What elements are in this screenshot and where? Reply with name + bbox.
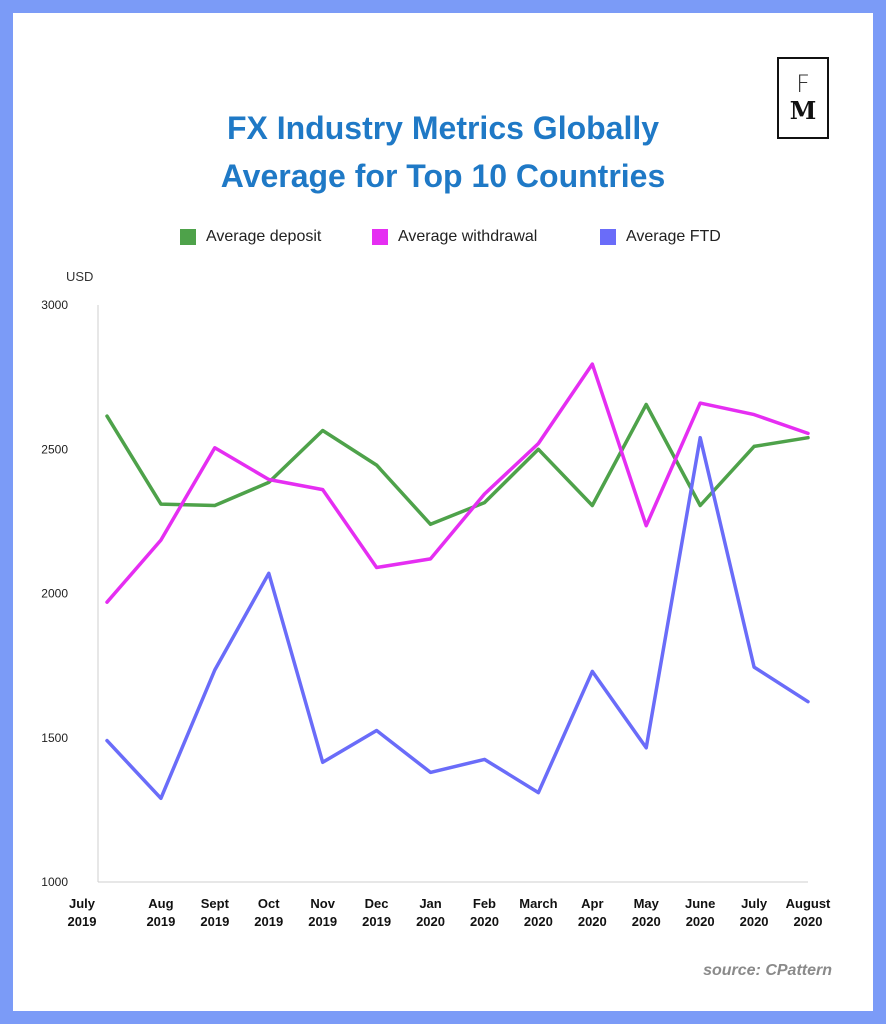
x-tick-label: 2019 [146, 914, 175, 929]
x-tick-label: Feb [473, 896, 496, 911]
x-tick-label: July [69, 896, 96, 911]
x-tick-label: June [685, 896, 715, 911]
x-tick-label: 2020 [470, 914, 499, 929]
chart-title-line-2: Average for Top 10 Countries [220, 158, 666, 194]
x-tick-label: Nov [310, 896, 335, 911]
legend-item-withdrawal: Average withdrawal [372, 228, 537, 246]
x-tick-label: Jan [419, 896, 441, 911]
y-tick-label: 3000 [41, 298, 68, 312]
series-line-ftd [105, 435, 810, 801]
chart-title: FX Industry Metrics Globally Average for… [0, 104, 886, 200]
x-tick-label: 2020 [524, 914, 553, 929]
logo-letter-bottom: M [789, 96, 817, 125]
x-tick-label: Apr [581, 896, 603, 911]
legend-label-withdrawal: Average withdrawal [398, 228, 538, 245]
legend-label-deposit: Average deposit [206, 228, 322, 245]
x-tick-label: 2019 [254, 914, 283, 929]
x-tick-label: 2019 [308, 914, 337, 929]
x-tick-label: 2020 [740, 914, 769, 929]
legend-label-ftd: Average FTD [626, 228, 721, 245]
x-tick-label: 2020 [632, 914, 661, 929]
series-line-deposit [105, 402, 810, 527]
x-tick-label: Dec [365, 896, 389, 911]
logo-letter-top: F [796, 70, 810, 98]
y-tick-label: 2500 [41, 442, 68, 456]
x-tick-label: 2020 [416, 914, 445, 929]
x-tick-label: 2020 [578, 914, 607, 929]
x-tick-label: March [519, 896, 557, 911]
x-tick-label: May [634, 896, 660, 911]
y-tick-label: 1000 [41, 875, 68, 889]
y-axis-unit-label: USD [66, 269, 94, 284]
legend-swatch-ftd [600, 229, 616, 245]
legend-item-deposit: Average deposit [180, 228, 321, 246]
legend-swatch-deposit [180, 229, 196, 245]
x-tick-label: Oct [258, 896, 280, 911]
source-credit: source: CPattern [703, 962, 832, 979]
x-tick-label: August [786, 896, 831, 911]
x-tick-label: 2020 [794, 914, 823, 929]
fm-logo: F M [777, 57, 829, 139]
legend-item-ftd: Average FTD [600, 228, 721, 246]
x-tick-label: 2019 [200, 914, 229, 929]
legend-swatch-withdrawal [372, 229, 388, 245]
x-tick-label: 2020 [686, 914, 715, 929]
chart-legend: Average deposit Average withdrawal Avera… [0, 228, 886, 252]
y-tick-label: 1500 [41, 731, 68, 745]
y-tick-label: 2000 [41, 587, 68, 601]
x-tick-label: Aug [148, 896, 173, 911]
series-line-withdrawal [105, 362, 810, 604]
chart-title-line-1: FX Industry Metrics Globally [226, 110, 660, 146]
x-tick-label: Sept [201, 896, 230, 911]
x-tick-label: July [741, 896, 768, 911]
x-tick-label: 2019 [68, 914, 97, 929]
x-tick-label: 2019 [362, 914, 391, 929]
